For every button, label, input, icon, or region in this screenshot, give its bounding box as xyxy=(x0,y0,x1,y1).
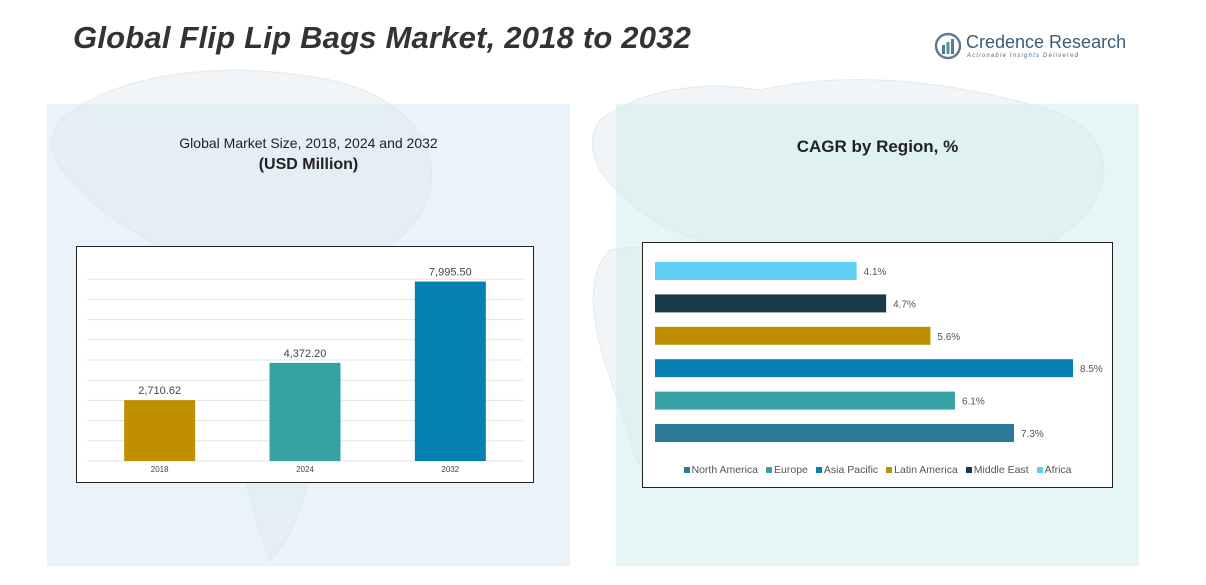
market-size-chart: 2,710.62 2018 4,372.20 2024 7,995.50 2032 xyxy=(76,246,534,483)
bar-value-label-europe: 6.1% xyxy=(962,397,985,408)
bar-africa xyxy=(655,262,857,280)
brand-name: Credence Research xyxy=(966,32,1127,52)
bar-value-label-latin-america: 5.6% xyxy=(937,332,960,343)
x-tick-label-2024: 2024 xyxy=(296,465,314,474)
bar-value-label-north-america: 7.3% xyxy=(1021,429,1044,440)
bar-value-label-2018: 2,710.62 xyxy=(138,385,181,397)
credence-logo-icon xyxy=(934,32,962,60)
bar-value-label-asia-pacific: 8.5% xyxy=(1080,364,1103,375)
bar-2018 xyxy=(124,400,196,461)
bar-value-label-2024: 4,372.20 xyxy=(284,348,327,360)
legend-label: Africa xyxy=(1044,464,1072,476)
bar-2032 xyxy=(414,281,486,461)
legend-swatch xyxy=(886,467,893,473)
brand-logo-block: Credence Research Actionable Insights De… xyxy=(934,30,1127,64)
page-title: Global Flip Lip Bags Market, 2018 to 203… xyxy=(73,20,692,55)
market-size-subtitle: (USD Million) xyxy=(258,156,359,173)
bar-asia-pacific xyxy=(655,359,1073,378)
legend-label: North America xyxy=(691,464,759,476)
market-size-panel: Global Market Size, 2018, 2024 and 2032 … xyxy=(47,104,570,566)
cagr-bar-chart: 4.1% 4.7% 5.6% 8.5% 6.1% 7.3% xyxy=(655,262,1103,442)
legend-label: Asia Pacific xyxy=(823,464,879,476)
bar-value-label-2032: 7,995.50 xyxy=(429,267,472,279)
legend-label: Europe xyxy=(774,464,808,476)
legend-item-africa: Africa xyxy=(1036,464,1072,476)
legend-label: Middle East xyxy=(973,464,1029,476)
market-size-title: Global Market Size, 2018, 2024 and 2032 xyxy=(179,135,438,151)
cagr-chart: 4.1% 4.7% 5.6% 8.5% 6.1% 7.3% North America Eu… xyxy=(642,242,1113,488)
legend-item-latin-america: Latin America xyxy=(886,464,958,476)
brand-tagline: Actionable Insights Delivered xyxy=(967,53,1080,59)
cagr-panel: CAGR by Region, % 4.1% 4.7% 5.6% 8.5% 6.1% 7.… xyxy=(616,104,1139,566)
legend-swatch xyxy=(815,467,822,473)
legend-swatch xyxy=(683,467,690,473)
legend-item-europe: Europe xyxy=(766,464,808,476)
bar-europe xyxy=(655,391,955,410)
bar-value-label-middle-east: 4.7% xyxy=(893,299,916,310)
x-tick-label-2032: 2032 xyxy=(441,465,459,474)
legend-item-asia-pacific: Asia Pacific xyxy=(815,464,879,476)
bar-value-label-africa: 4.1% xyxy=(864,267,887,278)
bar-middle-east xyxy=(655,294,887,313)
cagr-legend: North America Europe Asia Pacific Latin Ame… xyxy=(643,464,1112,476)
legend-swatch xyxy=(766,467,773,473)
legend-swatch xyxy=(965,467,972,473)
bar-2024 xyxy=(269,362,341,461)
cagr-title: CAGR by Region, % xyxy=(796,137,959,156)
legend-swatch xyxy=(1036,467,1043,473)
x-tick-label-2018: 2018 xyxy=(151,465,169,474)
legend-item-north-america: North America xyxy=(683,464,759,476)
bar-latin-america xyxy=(655,326,931,345)
legend-item-middle-east: Middle East xyxy=(965,464,1029,476)
legend-label: Latin America xyxy=(894,464,958,476)
market-size-bar-chart: 2,710.62 2018 4,372.20 2024 7,995.50 2032 xyxy=(87,267,523,474)
bar-north-america xyxy=(655,424,1014,442)
